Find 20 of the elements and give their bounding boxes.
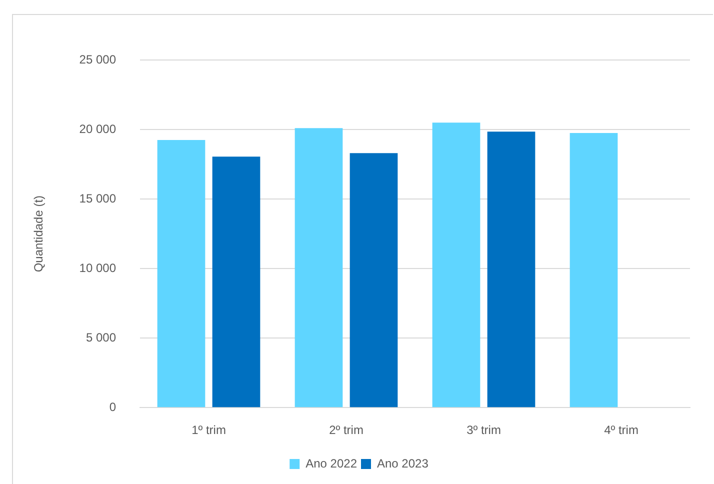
y-tick-label: 20 000 bbox=[79, 122, 116, 136]
bar bbox=[487, 132, 536, 408]
y-axis-title: Quantidade (t) bbox=[32, 195, 46, 272]
y-tick-label: 25 000 bbox=[79, 52, 116, 66]
bar bbox=[570, 132, 618, 408]
y-tick-label: 15 000 bbox=[79, 191, 116, 206]
x-tick-label: 1º trim bbox=[192, 423, 226, 438]
y-tick-label: 5 000 bbox=[86, 330, 116, 344]
bar bbox=[432, 122, 480, 408]
x-tick-label: 4º trim bbox=[604, 423, 638, 438]
y-tick-label: 10 000 bbox=[79, 260, 116, 275]
legend-label: Ano 2023 bbox=[377, 456, 429, 470]
bar bbox=[350, 153, 398, 408]
legend-label: Ano 2022 bbox=[306, 456, 358, 470]
bar bbox=[157, 140, 206, 408]
bar bbox=[294, 128, 343, 408]
x-tick-label: 2º trim bbox=[329, 423, 364, 438]
bar bbox=[212, 156, 260, 408]
y-tick-label: 0 bbox=[109, 400, 116, 414]
x-tick-label: 3º trim bbox=[466, 423, 501, 438]
